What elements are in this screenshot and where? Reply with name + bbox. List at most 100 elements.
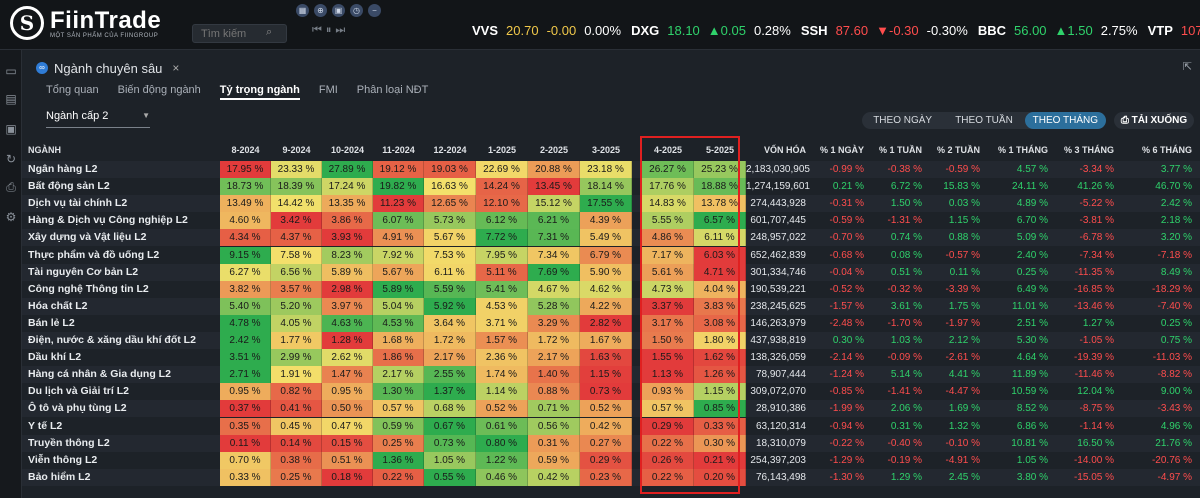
range-option[interactable]: THEO NGÀY xyxy=(873,115,933,126)
column-header[interactable]: 5-2025 xyxy=(705,145,735,155)
skip-forward-icon[interactable]: ⏭ xyxy=(335,24,346,36)
column-header[interactable]: % 1 TUẦN xyxy=(878,145,922,155)
weight-cell: 2.17 % xyxy=(424,349,476,367)
column-header[interactable]: % 1 NGÀY xyxy=(819,145,864,155)
subtab[interactable]: Tổng quan xyxy=(46,84,99,96)
table-row[interactable]: Truyền thông L2 0.11 % 0.14 % 0.15 % 0.25 % 0… xyxy=(22,434,1200,452)
market-cap: 238,245,625 xyxy=(750,300,806,312)
column-header[interactable]: 11-2024 xyxy=(382,145,415,155)
panel-tab[interactable]: ∞ Ngành chuyên sâu × xyxy=(36,55,179,81)
minus-icon[interactable]: − xyxy=(368,4,381,17)
subtab[interactable]: Phân loại NĐT xyxy=(356,84,429,96)
table-row[interactable]: Hàng & Dịch vụ Công nghiệp L2 4.60 % 3.42 … xyxy=(22,212,1200,230)
column-header[interactable]: 3-2025 xyxy=(591,145,621,155)
layers-icon[interactable]: ▤ xyxy=(5,92,17,106)
zoom-icon[interactable]: ⊕ xyxy=(314,4,327,17)
weight-cell: 7.58 % xyxy=(271,246,322,264)
subtab[interactable]: Tỷ trọng ngành xyxy=(219,84,300,100)
weight-cell: 4.53 % xyxy=(373,314,424,332)
weight-cell: 3.97 % xyxy=(322,297,373,315)
column-header[interactable]: 2-2025 xyxy=(539,145,569,155)
search-input[interactable] xyxy=(192,24,287,43)
weight-cell: 1.80 % xyxy=(694,332,746,349)
change-cell: -0.09 % xyxy=(887,352,922,364)
subtab[interactable]: Biến động ngành xyxy=(117,84,201,96)
weight-cell: 1.67 % xyxy=(580,332,632,349)
brand-logo[interactable]: S FiinTrade MỘT SẢN PHẨM CỦA FIINGROUP xyxy=(10,6,190,42)
weight-cell: 0.73 % xyxy=(424,434,476,452)
ticker-item[interactable]: DXG 18.10 ▲0.05 0.28% xyxy=(631,23,791,38)
print-icon[interactable]: ⎙ xyxy=(6,180,16,194)
download-button[interactable]: ⎙ TẢI XUỐNG xyxy=(1114,112,1194,129)
table-row[interactable]: Tài nguyên Cơ bản L2 6.27 % 6.56 % 5.89 % 5.… xyxy=(22,263,1200,281)
table-row[interactable]: Hàng cá nhân & Gia dụng L2 2.71 % 1.91 % 1.… xyxy=(22,366,1200,384)
change-cell: 8.49 % xyxy=(1160,266,1192,278)
market-cap: 601,707,445 xyxy=(750,215,806,227)
column-header[interactable]: NGÀNH xyxy=(28,145,61,155)
column-header[interactable]: 1-2025 xyxy=(487,145,517,155)
change-cell: 2.12 % xyxy=(948,335,980,346)
ticker-item[interactable]: SSH 87.60 ▼-0.30 -0.30% xyxy=(801,23,968,38)
save-icon[interactable]: ▣ xyxy=(5,122,17,136)
column-header[interactable]: 10-2024 xyxy=(330,145,365,155)
table-row[interactable]: Viễn thông L2 0.70 % 0.38 % 0.51 % 1.36 % 1.0… xyxy=(22,451,1200,469)
table-row[interactable]: Thực phẩm và đồ uống L2 9.15 % 7.58 % 8.23 … xyxy=(22,246,1200,264)
weight-cell: 6.21 % xyxy=(528,212,580,230)
column-header[interactable]: % 6 THÁNG xyxy=(1141,145,1192,155)
close-icon[interactable]: × xyxy=(172,61,180,75)
ticker-item[interactable]: VVS 20.70 -0.00 0.00% xyxy=(472,23,621,38)
change-cell: -1.30 % xyxy=(829,471,864,483)
table-row[interactable]: Công nghệ Thông tin L2 3.82 % 3.57 % 2.98 %… xyxy=(22,280,1200,298)
ticker-symbol: BBC xyxy=(977,23,1006,38)
column-header[interactable]: 9-2024 xyxy=(282,145,311,155)
table-row[interactable]: Ô tô và phụ tùng L2 0.37 % 0.41 % 0.50 % 0.5… xyxy=(22,400,1200,418)
industry-level-select[interactable]: Ngành cấp 2 ▼ xyxy=(46,110,150,128)
table-row[interactable]: Bán lẻ L2 4.78 % 4.05 % 4.63 % 4.53 % 3.64 % 3… xyxy=(22,314,1200,332)
weight-cell: 1.15 % xyxy=(580,366,632,384)
column-header[interactable]: 12-2024 xyxy=(433,145,467,155)
column-header[interactable]: % 1 THÁNG xyxy=(997,145,1048,155)
table-row[interactable]: Xây dựng và Vật liệu L2 4.34 % 4.37 % 3.93 … xyxy=(22,229,1200,247)
skip-back-icon[interactable]: ⏮ xyxy=(312,24,322,36)
table-row[interactable]: Bảo hiểm L2 0.33 % 0.25 % 0.18 % 0.22 % 0.55 … xyxy=(22,468,1200,486)
subtab[interactable]: FMI xyxy=(318,84,338,96)
column-header[interactable]: % 3 THÁNG xyxy=(1063,145,1114,155)
grid-icon[interactable]: ▦ xyxy=(296,4,309,17)
change-cell: 0.30 % xyxy=(832,335,864,346)
column-header[interactable]: 8-2024 xyxy=(231,145,260,155)
table-row[interactable]: Bất động sản L2 18.73 % 18.39 % 17.24 % 19.8… xyxy=(22,178,1200,196)
market-cap: 138,326,059 xyxy=(750,352,806,364)
search-icon[interactable]: ⌕ xyxy=(266,26,273,38)
market-cap: 18,310,079 xyxy=(755,437,806,449)
clock-icon[interactable]: ◷ xyxy=(350,4,363,17)
table-row[interactable]: Ngân hàng L2 17.95 % 23.33 % 27.89 % 19.12 %… xyxy=(22,161,1200,178)
change-cell: -0.70 % xyxy=(829,232,864,244)
weight-cell: 4.05 % xyxy=(271,314,322,332)
table-row[interactable]: Du lịch và Giải trí L2 0.95 % 0.82 % 0.95 %… xyxy=(22,383,1200,401)
settings-icon[interactable]: ⚙ xyxy=(5,210,17,224)
refresh-icon[interactable]: ↻ xyxy=(5,152,17,166)
weight-cell: 0.70 % xyxy=(220,451,271,469)
market-cap: 652,462,839 xyxy=(750,249,806,261)
gift-icon[interactable]: ▣ xyxy=(332,4,345,17)
table-row[interactable]: Điện, nước & xăng dầu khí đốt L2 2.42 % 1.… xyxy=(22,332,1200,349)
column-header[interactable]: 4-2025 xyxy=(653,145,683,155)
sector-name: Y tế L2 xyxy=(28,419,63,432)
weight-cell: 0.15 % xyxy=(322,434,373,452)
popout-icon[interactable]: ⇱ xyxy=(1182,61,1192,73)
window-icon[interactable]: ▭ xyxy=(5,64,17,78)
change-cell: -1.14 % xyxy=(1079,420,1114,432)
table-row[interactable]: Y tế L2 0.35 % 0.45 % 0.47 % 0.59 % 0.67 % 0.6… xyxy=(22,417,1200,435)
table-row[interactable]: Hóa chất L2 5.40 % 5.20 % 3.97 % 5.04 % 5.92 … xyxy=(22,297,1200,315)
range-option[interactable]: THEO THÁNG xyxy=(1024,112,1106,129)
sector-name: Du lịch và Giải trí L2 xyxy=(28,385,129,398)
ticker-item[interactable]: BBC 56.00 ▲1.50 2.75% xyxy=(978,23,1138,38)
range-option[interactable]: THEO TUẦN xyxy=(955,115,1013,126)
table-row[interactable]: Dịch vụ tài chính L2 13.49 % 14.42 % 13.35 … xyxy=(22,195,1200,213)
column-header[interactable]: VỐN HÓA xyxy=(763,145,806,155)
table-row[interactable]: Dầu khí L2 3.51 % 2.99 % 2.62 % 1.86 % 2.17 %… xyxy=(22,349,1200,367)
pause-icon[interactable]: ⏸ xyxy=(325,24,332,36)
weight-cell: 1.15 % xyxy=(694,383,746,401)
column-header[interactable]: % 2 TUẦN xyxy=(936,145,980,155)
